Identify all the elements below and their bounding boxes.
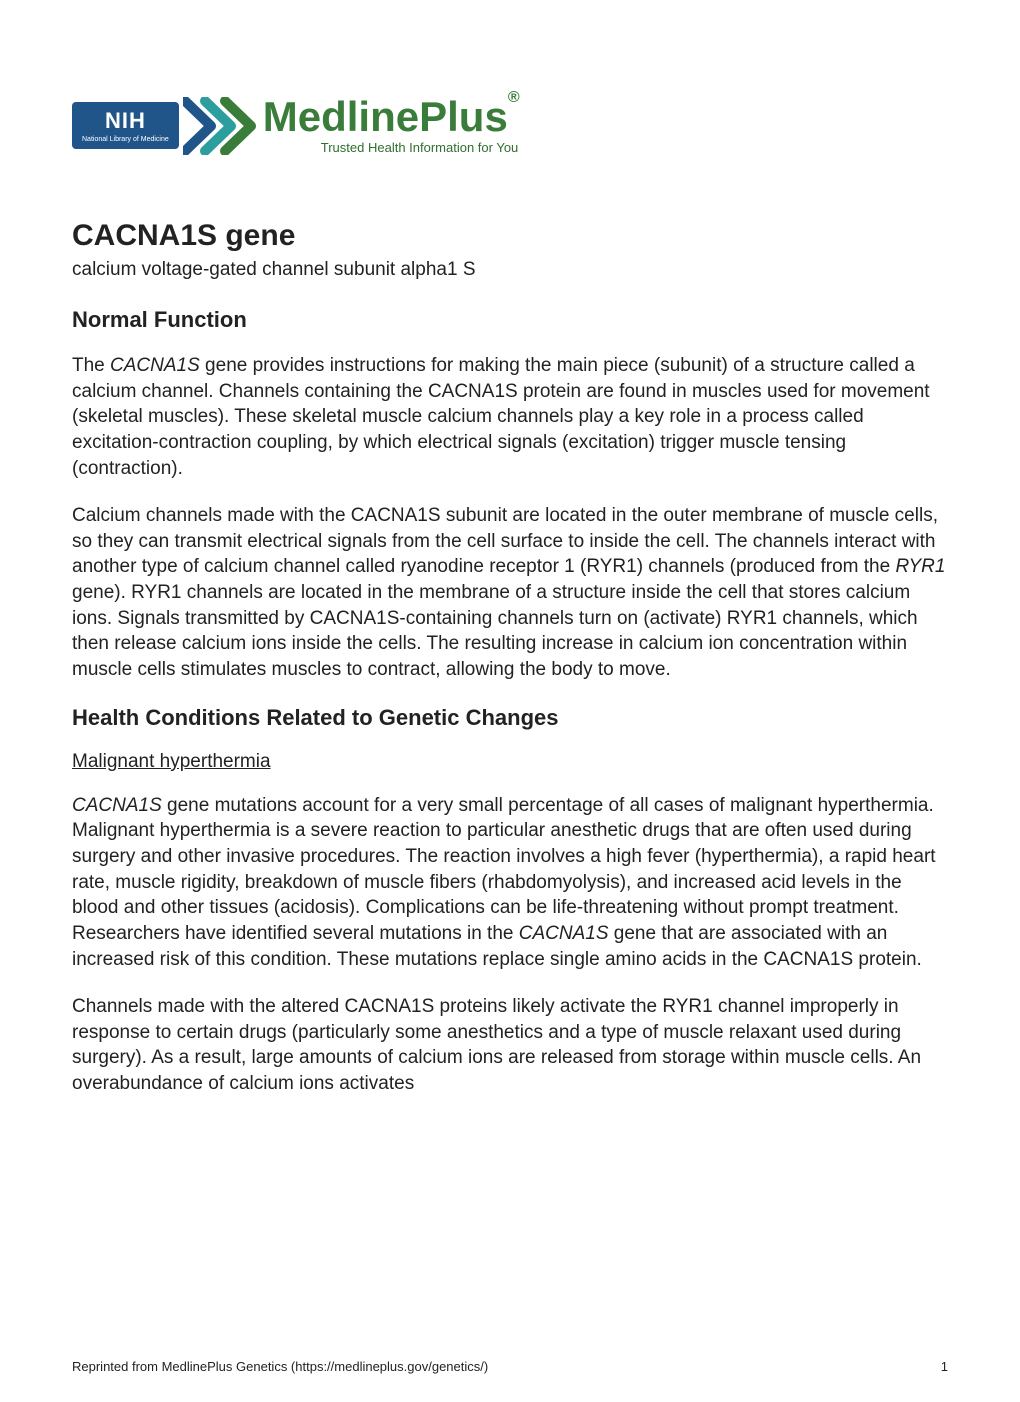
brand-text: MedlinePlus® Trusted Health Information … <box>263 96 520 155</box>
text-run: The <box>72 355 110 376</box>
brand-plus: Plus <box>419 93 508 140</box>
text-run-italic: CACNA1S <box>110 355 200 376</box>
paragraph: CACNA1S gene mutations account for a ver… <box>72 793 948 972</box>
paragraph: Calcium channels made with the CACNA1S s… <box>72 503 948 682</box>
paragraph: The CACNA1S gene provides instructions f… <box>72 353 948 481</box>
footer-left: Reprinted from MedlinePlus Genetics (htt… <box>72 1359 488 1374</box>
text-run: Channels made with the altered CACNA1S p… <box>72 996 921 1094</box>
brand-reg: ® <box>508 89 520 106</box>
footer-page-number: 1 <box>941 1359 948 1374</box>
brand-medline: Medline <box>263 93 419 140</box>
nih-badge: NIH National Library of Medicine <box>72 102 179 150</box>
page-subtitle: calcium voltage-gated channel subunit al… <box>72 259 948 281</box>
text-run: gene mutations account for a very small … <box>72 795 936 944</box>
paragraph: Channels made with the altered CACNA1S p… <box>72 994 948 1097</box>
section-heading-normal-function: Normal Function <box>72 307 948 333</box>
chevron-icon <box>183 97 257 155</box>
brand-tagline: Trusted Health Information for You <box>321 140 520 155</box>
nih-sublabel: National Library of Medicine <box>82 136 169 144</box>
brand-name: MedlinePlus® <box>263 96 520 138</box>
text-run-italic: CACNA1S <box>519 923 609 944</box>
subsection-heading-malignant-hyperthermia: Malignant hyperthermia <box>72 751 948 773</box>
text-run-italic: RYR1 <box>895 556 945 577</box>
page-title: CACNA1S gene <box>72 219 948 253</box>
section-heading-health-conditions: Health Conditions Related to Genetic Cha… <box>72 705 948 731</box>
nih-label: NIH <box>105 108 146 134</box>
logo: NIH National Library of Medicine Medline… <box>72 96 948 155</box>
text-run-italic: CACNA1S <box>72 795 162 816</box>
text-run: gene provides instructions for making th… <box>72 355 930 479</box>
text-run: gene). RYR1 channels are located in the … <box>72 582 918 680</box>
footer: Reprinted from MedlinePlus Genetics (htt… <box>0 1359 1020 1374</box>
text-run: Calcium channels made with the CACNA1S s… <box>72 505 938 577</box>
